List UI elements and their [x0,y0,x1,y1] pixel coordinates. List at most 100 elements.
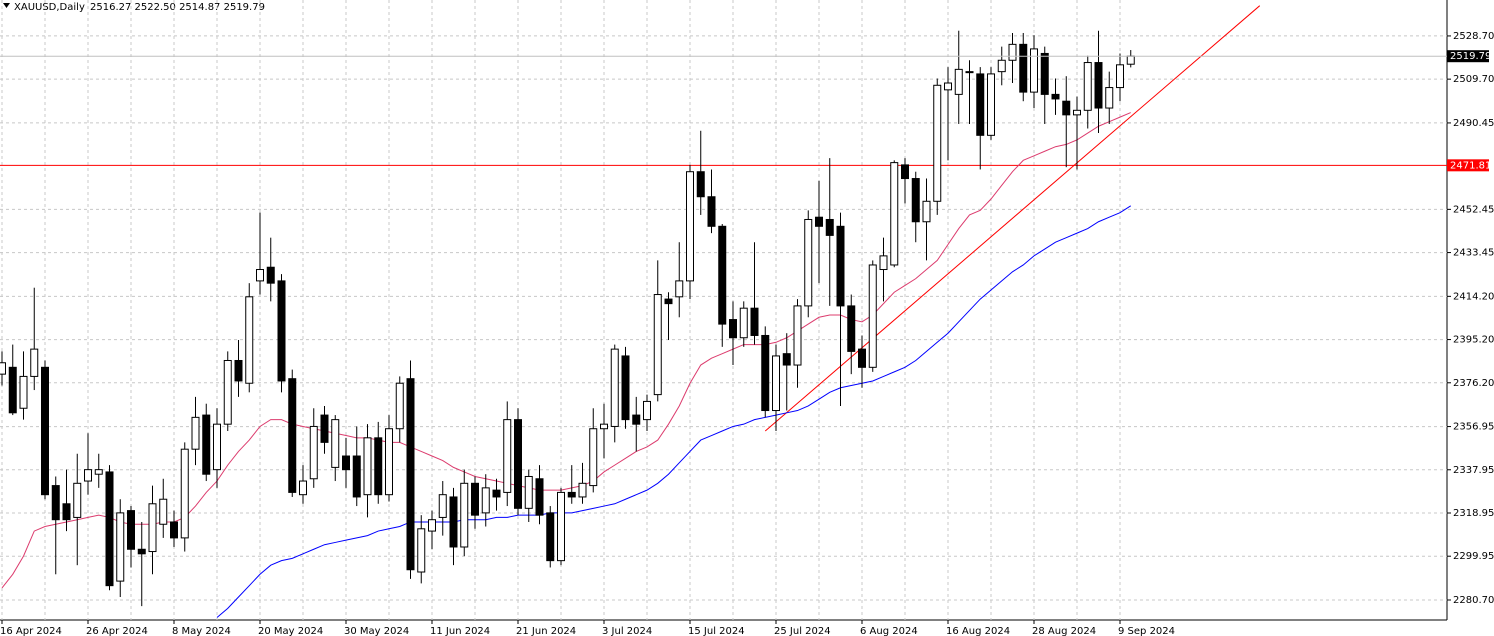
candle-body [535,478,544,516]
y-tick-label: 2490.45 [1453,118,1494,129]
candle-body [610,348,619,427]
candle-body [600,423,608,430]
candle-body [1073,109,1081,116]
candle-body [589,428,598,487]
candle-body [320,414,329,443]
candle-body [997,59,1006,73]
candle-body [804,218,813,307]
candle-body [782,353,791,366]
candle-body [696,171,705,198]
candle-body [41,366,49,496]
y-tick-label: 2528.70 [1453,31,1494,42]
candle-body [256,269,264,282]
candle-body [890,162,899,266]
candle-body [342,455,350,471]
candle-body [825,218,834,236]
candle-body [159,498,168,525]
x-tick-label: 8 May 2024 [172,626,231,636]
candle-body [911,178,920,223]
candle-body [1105,87,1114,109]
y-tick-label: 2395.20 [1453,335,1494,346]
candle-body [922,200,931,223]
candle-body [987,73,995,136]
candle-body [546,512,555,562]
candle-body [686,171,694,282]
candle-body [1051,93,1060,100]
candle-body [352,455,361,498]
y-tick-label: 2318.95 [1453,508,1494,519]
candle-body [105,471,114,587]
candle-body [30,348,39,377]
candle-body [976,73,985,136]
candle-body [127,510,135,550]
candle-body [213,423,221,471]
candle-body [793,305,802,366]
candle-body [277,280,286,382]
candle-body [73,482,82,518]
moving-average [216,205,1132,618]
menu-triangle [3,3,10,8]
candle-body [1019,43,1028,93]
x-tick-label: 11 Jun 2024 [430,626,490,636]
candle-body [331,419,340,468]
x-tick-label: 21 Jun 2024 [516,626,576,636]
candle-body [84,469,92,482]
candle-body [879,255,888,271]
x-tick-label: 15 Jul 2024 [688,626,745,636]
x-tick-label: 28 Aug 2024 [1032,626,1096,636]
candle-body [116,512,125,582]
candle-body [223,359,232,425]
y-tick-label: 2337.95 [1453,465,1494,476]
x-tick-label: 16 Aug 2024 [946,626,1010,636]
candle-body [750,307,759,336]
candle-body [578,482,587,498]
level-price-box [1447,159,1489,172]
current-price-box [1447,50,1489,63]
candle-body [481,487,490,514]
candle-body [557,491,565,562]
y-tick-label: 2452.45 [1453,204,1494,215]
candle-body [1040,52,1049,95]
candle-body [729,319,737,339]
candle-body [385,428,393,496]
candle-body [19,375,28,409]
candle-body [815,216,823,227]
candle-body [309,425,318,480]
y-tick-label: 2433.45 [1453,248,1494,259]
candle-body [288,378,297,493]
y-tick-label: 2356.95 [1453,422,1494,433]
candle-body [664,298,673,305]
x-tick-label: 9 Sep 2024 [1118,626,1175,636]
candle-body [266,266,275,284]
candle-body [858,348,866,368]
candle-body [1008,43,1017,61]
moving-average [1,112,1131,589]
y-tick-label: 2414.20 [1453,291,1494,302]
candle-body [1094,62,1103,109]
candle-body [836,225,845,307]
candle-body [471,482,479,516]
candle-body [933,84,942,202]
candle-body [514,419,522,509]
candle-body [1030,48,1038,93]
x-tick-label: 30 May 2024 [344,626,409,636]
candle-body [363,437,372,496]
candle-body [428,519,436,532]
y-tick-label: 2280.70 [1453,595,1494,606]
candle-body [137,548,146,555]
candle-body [8,366,17,414]
y-tick-label: 2509.70 [1453,74,1494,85]
candle-body [653,294,662,396]
candle-body [954,68,963,95]
candle-body [492,489,501,498]
candle-body [524,475,533,509]
candle-body [1062,100,1071,116]
candle-body [707,196,716,227]
y-tick-label: 2376.20 [1453,378,1494,389]
trendline [764,5,1261,432]
candle-body [901,164,909,180]
chart-title: XAUUSD,Daily [14,2,85,13]
candle-body [868,264,877,368]
